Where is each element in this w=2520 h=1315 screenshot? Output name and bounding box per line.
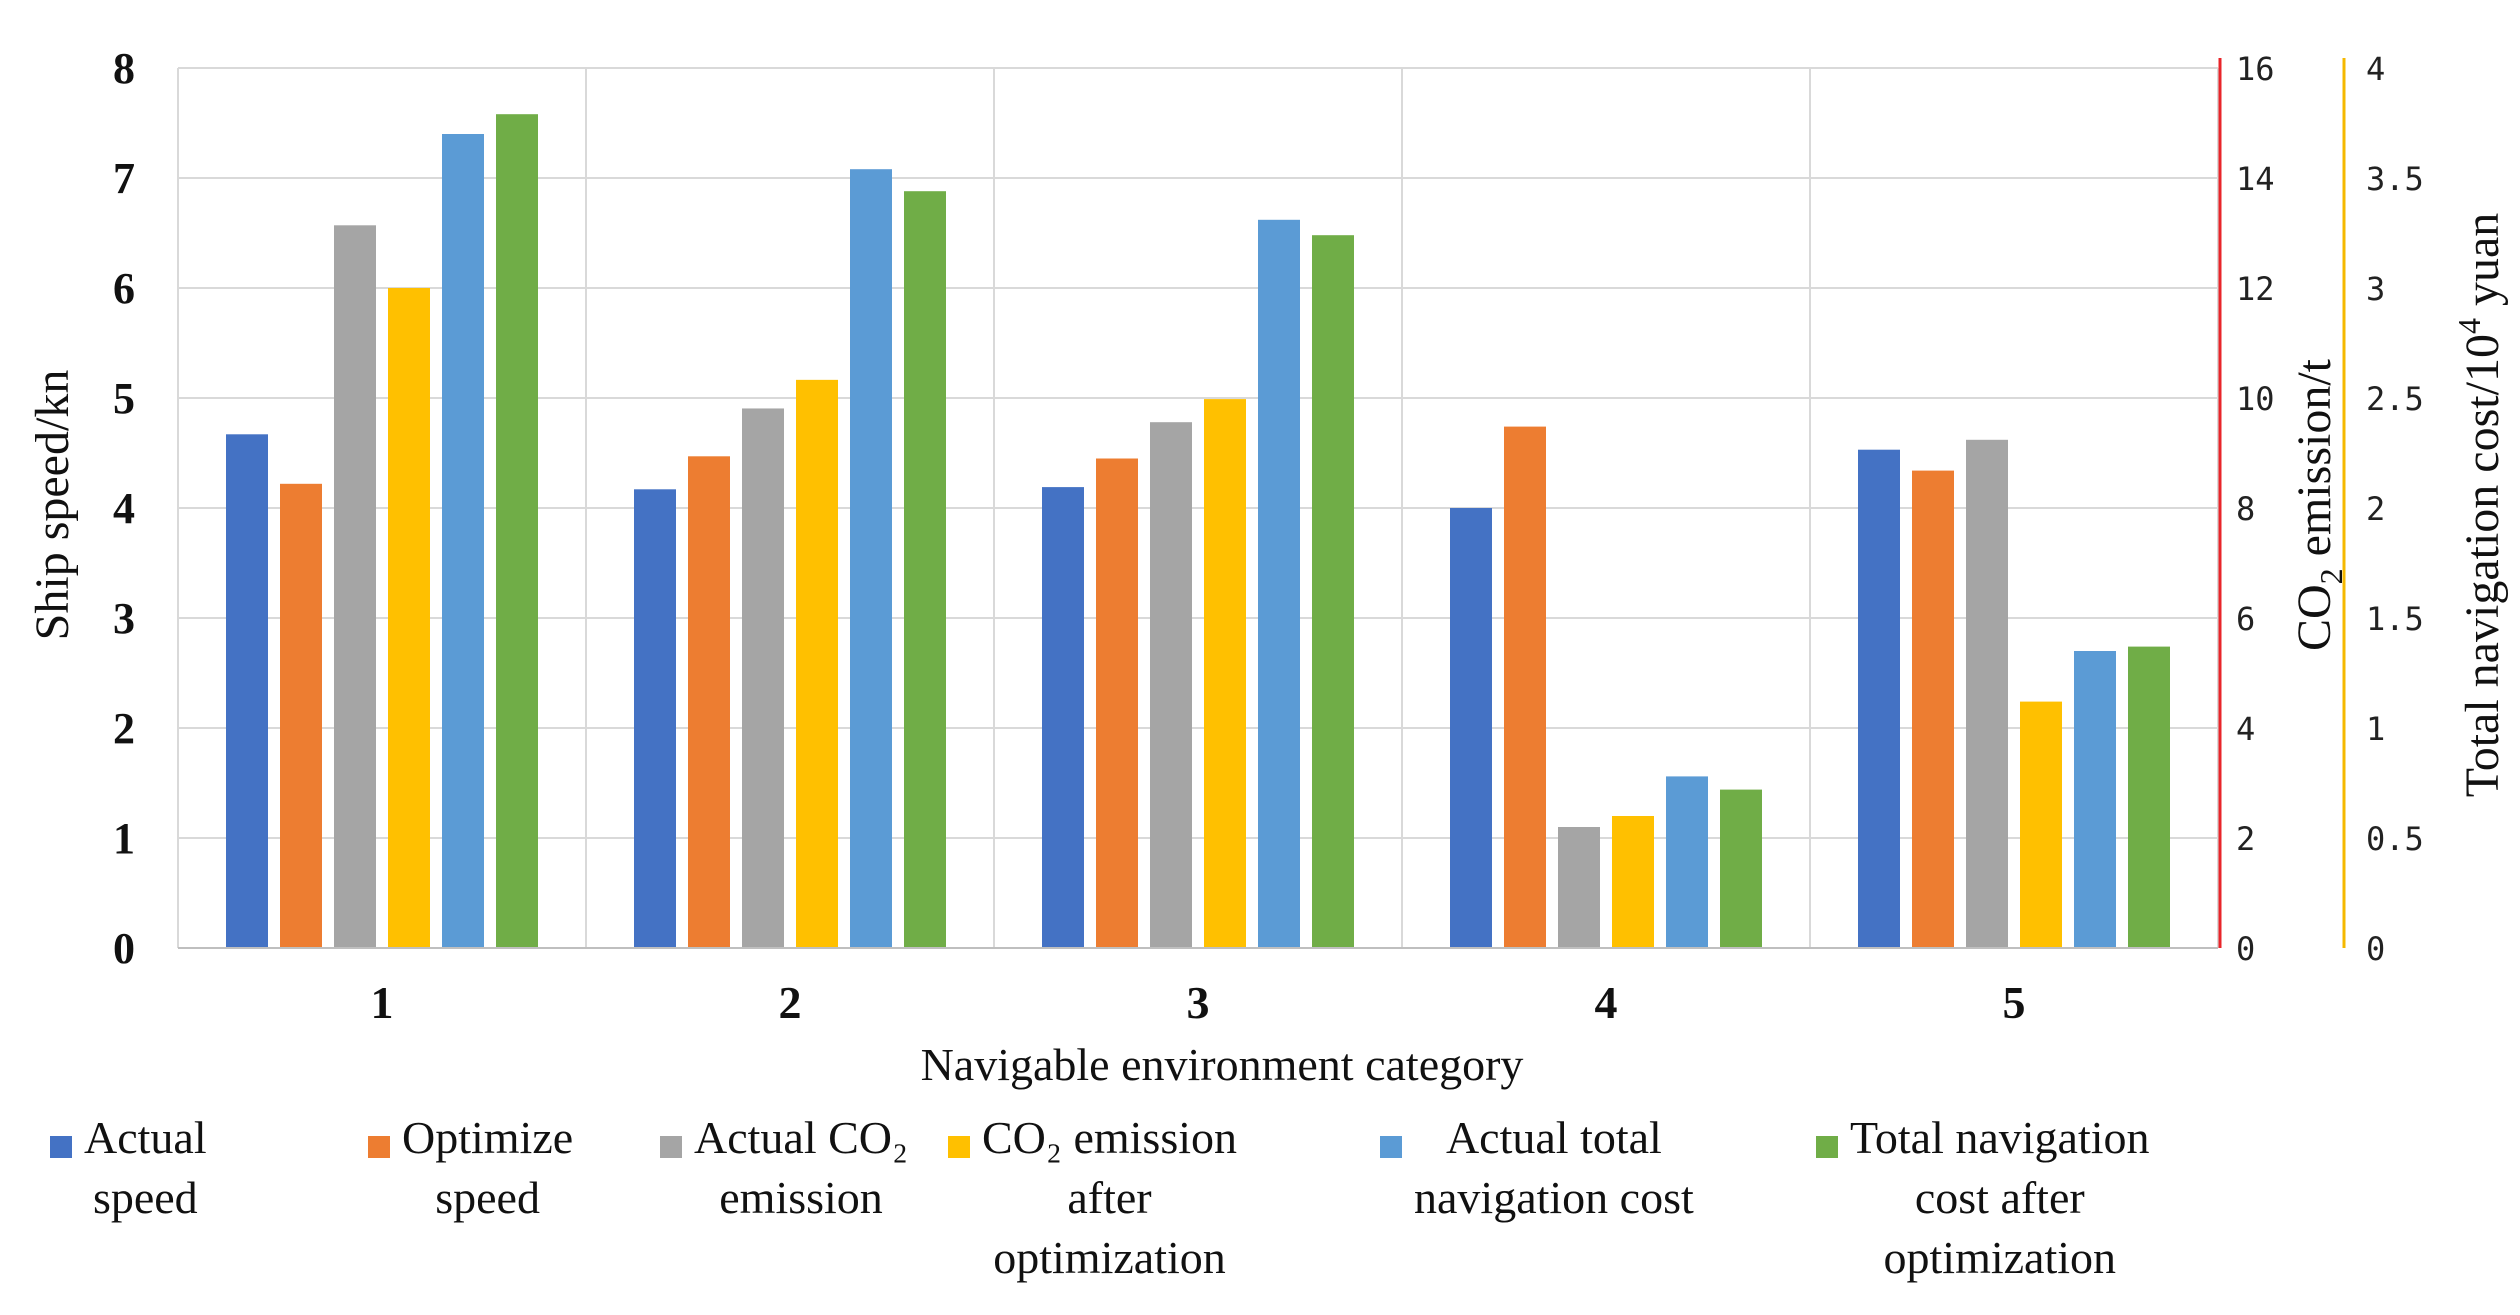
category-label: 5 (2003, 977, 2026, 1028)
co2-tick-label: 10 (2236, 380, 2275, 418)
cost-tick-label: 1.5 (2366, 600, 2424, 638)
bar (1612, 816, 1654, 948)
bar (1858, 449, 1900, 948)
left-tick-label: 2 (113, 704, 135, 753)
bar (850, 169, 892, 948)
legend-item: Actual speed (50, 1108, 207, 1228)
legend: Actual speed Optimize speed Actual CO₂ emi… (40, 1108, 2340, 1308)
co2-tick-label: 8 (2236, 490, 2255, 528)
co2-axis-ticks: 0 2 4 6 8 10 12 14 16 (2236, 50, 2275, 968)
left-axis-ticks: 0 1 2 3 4 5 6 7 8 (113, 44, 135, 973)
left-tick-label: 1 (113, 814, 135, 863)
bar (2074, 651, 2116, 948)
legend-label: Total navigation cost after optimization (1850, 1112, 2150, 1283)
legend-label: Actual total navigation cost (1414, 1112, 1694, 1223)
left-tick-label: 3 (113, 594, 135, 643)
left-tick-label: 7 (113, 154, 135, 203)
bar (796, 379, 838, 949)
co2-tick-label: 0 (2236, 930, 2255, 968)
left-tick-label: 8 (113, 44, 135, 93)
bar (1096, 458, 1138, 948)
legend-swatch (1380, 1136, 1402, 1158)
cost-tick-label: 4 (2366, 50, 2385, 88)
left-axis-title: Ship speed/kn (26, 370, 79, 641)
legend-label: Actual CO₂ emission (694, 1112, 909, 1223)
cost-tick-label: 0.5 (2366, 820, 2424, 858)
legend-swatch (948, 1136, 970, 1158)
axes-group (178, 58, 2346, 949)
legend-swatch (1816, 1136, 1838, 1158)
cost-axis-ticks: 0 0.5 1 1.5 2 2.5 3 3.5 4 (2366, 50, 2424, 968)
bar (1204, 399, 1246, 949)
legend-swatch (368, 1136, 390, 1158)
bar (442, 134, 484, 948)
cost-tick-label: 3.5 (2366, 160, 2424, 198)
legend-label: CO₂ emission after optimization (982, 1112, 1237, 1283)
bar (1150, 422, 1192, 948)
category-label: 3 (1187, 977, 1210, 1028)
bar (2128, 646, 2170, 948)
co2-axis-title: CO2 emission/t (2288, 358, 2349, 651)
left-tick-label: 5 (113, 374, 135, 423)
bar (688, 456, 730, 948)
cost-tick-label: 2 (2366, 490, 2385, 528)
bars-group (226, 114, 2170, 949)
legend-label: Optimize speed (402, 1112, 574, 1223)
category-label: 4 (1595, 977, 1618, 1028)
bar (2020, 701, 2062, 948)
bar (904, 191, 946, 948)
co2-tick-label: 12 (2236, 270, 2275, 308)
left-tick-label: 6 (113, 264, 135, 313)
cost-tick-label: 1 (2366, 710, 2385, 748)
cost-tick-label: 2.5 (2366, 380, 2424, 418)
bar (1504, 426, 1546, 949)
bar (1450, 508, 1492, 948)
bar (1666, 776, 1708, 948)
category-labels: 1 2 3 4 5 (371, 977, 2026, 1028)
category-label: 2 (779, 977, 802, 1028)
legend-swatch (660, 1136, 682, 1158)
bar (742, 408, 784, 948)
co2-tick-label: 16 (2236, 50, 2275, 88)
cost-axis-title: Total navigation cost/104 yuan (2451, 213, 2509, 798)
bar (1912, 470, 1954, 948)
bar (280, 483, 322, 948)
co2-tick-label: 6 (2236, 600, 2255, 638)
left-tick-label: 0 (113, 924, 135, 973)
bar (334, 225, 376, 949)
legend-swatch (50, 1136, 72, 1158)
bar (1042, 487, 1084, 948)
legend-item: Total navigation cost after optimization (1816, 1108, 2150, 1288)
bar (634, 489, 676, 948)
x-axis-title: Navigable environment category (921, 1039, 1524, 1090)
legend-label: Actual speed (84, 1112, 207, 1223)
bar (1720, 789, 1762, 948)
bar (1966, 439, 2008, 948)
legend-item: Optimize speed (368, 1108, 573, 1228)
bar (1558, 827, 1600, 948)
co2-tick-label: 4 (2236, 710, 2255, 748)
co2-tick-label: 2 (2236, 820, 2255, 858)
bar (1258, 219, 1300, 949)
cost-tick-label: 0 (2366, 930, 2385, 968)
category-label: 1 (371, 977, 394, 1028)
bar (1312, 235, 1354, 948)
cost-tick-label: 3 (2366, 270, 2385, 308)
bar (388, 288, 430, 948)
legend-item: CO₂ emission after optimization (948, 1108, 1237, 1288)
legend-item: Actual CO₂ emission (660, 1108, 908, 1228)
bar (496, 114, 538, 948)
left-tick-label: 4 (113, 484, 135, 533)
bar (226, 434, 268, 948)
co2-tick-label: 14 (2236, 160, 2275, 198)
legend-item: Actual total navigation cost (1380, 1108, 1694, 1228)
